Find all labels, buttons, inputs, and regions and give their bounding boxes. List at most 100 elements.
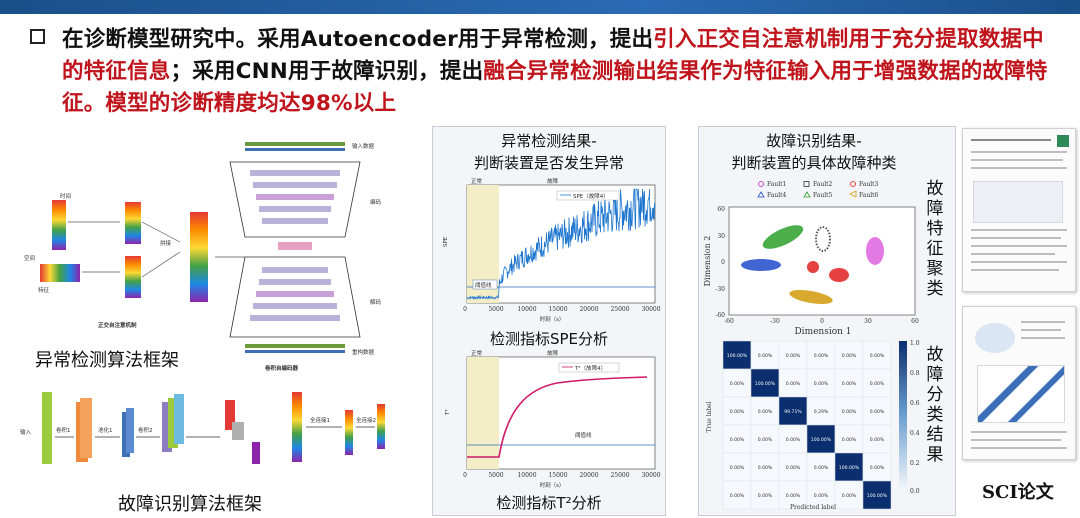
cm-cell-value: 0.00% (870, 437, 885, 443)
cm-cell-value: 0.00% (842, 381, 857, 387)
cm-cell (834, 396, 864, 426)
cm-cell (778, 368, 808, 398)
svg-text:15000: 15000 (548, 472, 567, 479)
svg-text:Fault6: Fault6 (859, 192, 879, 199)
svg-text:0.0: 0.0 (910, 488, 920, 495)
paper-thumbnail-1 (962, 128, 1076, 292)
cm-cell-diagonal (722, 340, 752, 370)
svg-text:T²（故障4）: T²（故障4） (574, 364, 606, 372)
svg-text:全连接2: 全连接2 (356, 416, 376, 424)
cm-cell-value: 100.00% (755, 381, 776, 387)
cm-cell-value: 0.29% (814, 409, 829, 415)
vertical-label-class: 故障分类结果 (926, 345, 944, 465)
svg-text:卷积1: 卷积1 (56, 426, 71, 434)
cm-cell-value: 99.71% (784, 409, 802, 415)
tsne-plot: Fault1 Fault2 Fault3 Fault4 Fault5 Fault… (703, 181, 919, 337)
svg-text:正常: 正常 (471, 177, 483, 185)
cm-cell-value: 0.00% (870, 381, 885, 387)
svg-text:正交自注意机制: 正交自注意机制 (98, 321, 137, 329)
svg-text:故障: 故障 (547, 349, 559, 357)
header-seg5: 模型的诊断精度均达98%以上 (105, 91, 397, 116)
cm-cell-value: 0.00% (786, 353, 801, 359)
cm-cell (834, 340, 864, 370)
cm-cell-value: 0.00% (870, 409, 885, 415)
cm-cell-value: 0.00% (814, 465, 829, 471)
cm-cell-diagonal (806, 424, 836, 454)
fault-result-panel: 故障识别结果- 判断装置的具体故障种类 Fault1 Fault2 Fault3… (698, 126, 956, 516)
svg-text:拼接: 拼接 (160, 239, 172, 247)
svg-text:时刻（s）: 时刻（s） (540, 315, 565, 323)
anomaly-title-2: 判断装置是否发生异常 (473, 154, 624, 172)
cm-cell-value: 100.00% (727, 353, 748, 359)
svg-text:池化1: 池化1 (98, 426, 113, 434)
svg-text:30000: 30000 (641, 472, 660, 479)
svg-text:Fault2: Fault2 (813, 181, 833, 188)
cm-cell (750, 340, 780, 370)
svg-text:0.2: 0.2 (910, 460, 920, 467)
svg-text:Fault5: Fault5 (813, 192, 833, 199)
bullet-square-icon (30, 29, 45, 44)
svg-text:全连接1: 全连接1 (310, 416, 330, 424)
svg-text:30000: 30000 (641, 306, 660, 313)
cm-cell-value: 0.00% (730, 409, 745, 415)
svg-text:Fault1: Fault1 (767, 181, 786, 188)
cm-cell-value: 0.00% (870, 353, 885, 359)
cm-cell (722, 424, 752, 454)
svg-text:重构数据: 重构数据 (352, 348, 375, 356)
svg-text:卷积2: 卷积2 (138, 426, 153, 434)
svg-text:时间: 时间 (60, 192, 71, 200)
svg-text:30: 30 (864, 318, 872, 325)
cm-cell (722, 368, 752, 398)
svg-text:卷积自编码器: 卷积自编码器 (264, 364, 299, 372)
cm-cell-value: 0.00% (814, 353, 829, 359)
tsne-legend: Fault1 Fault2 Fault3 Fault4 Fault5 Fault… (757, 181, 879, 199)
cm-cell-value: 0.00% (730, 493, 745, 499)
cm-cell-value: 0.00% (730, 381, 745, 387)
vertical-label-cluster: 故障特征聚类 (926, 179, 944, 299)
t2-caption: 检测指标T²分析 (496, 494, 602, 512)
input-tensor-block (52, 200, 66, 250)
svg-text:Dimension 1: Dimension 1 (794, 327, 851, 337)
svg-text:Predicted label: Predicted label (790, 504, 836, 511)
svg-text:-30: -30 (715, 286, 725, 293)
svg-text:阈值线: 阈值线 (575, 431, 592, 439)
anomaly-result-panel: 异常检测结果- 判断装置是否发生异常 正常 故障 阈值线 SPE（故障4） SP… (432, 126, 666, 516)
confusion-matrix: 100.00% 0.00% 0.00% 0.00% 0.00% 0.00% 0.00% 100… (706, 340, 920, 511)
t2-plot: 正常 故障 阈值线 T²（故障4） T² 0 5000 10000 15000 … (444, 349, 661, 489)
svg-text:25000: 25000 (610, 472, 629, 479)
cm-cell (778, 340, 808, 370)
cm-cell (806, 340, 836, 370)
cm-cell (750, 396, 780, 426)
cm-cell (806, 480, 836, 510)
cm-cell (722, 480, 752, 510)
cm-cell-value: 100.00% (867, 493, 888, 499)
svg-text:20000: 20000 (579, 472, 598, 479)
svg-text:Fault3: Fault3 (859, 181, 879, 188)
svg-text:解码: 解码 (370, 298, 382, 306)
svg-text:0: 0 (820, 318, 824, 325)
cm-cell-value: 0.00% (758, 437, 773, 443)
cm-cell-value: 0.00% (814, 493, 829, 499)
svg-text:故障: 故障 (547, 177, 559, 185)
svg-text:T²: T² (444, 409, 451, 416)
cm-cell-diagonal (862, 480, 892, 510)
header-seg1: 在诊断模型研究中。采用Autoencoder用于异常检测，提出 (62, 27, 654, 52)
cm-cell-value: 0.00% (730, 465, 745, 471)
header-seg4: 融合异常检测输出结果作为特征输入用于增强数据的故障特征。 (62, 59, 1048, 116)
svg-text:60: 60 (717, 206, 725, 213)
svg-text:0.4: 0.4 (910, 430, 920, 437)
svg-text:True label: True label (706, 401, 713, 432)
anomaly-framework-diagram: 时间 空间 特征 拼接 正交自注意机制 输入数据 编码 解码 重构数据 卷积自编… (24, 142, 382, 372)
spe-caption: 检测指标SPE分析 (489, 330, 609, 348)
cm-cell-value: 0.00% (870, 465, 885, 471)
cm-cell-value: 0.00% (730, 437, 745, 443)
spe-plot: 正常 故障 阈值线 SPE（故障4） SPE 0 5000 10000 1500… (443, 177, 661, 323)
fault-cnn-diagram: 输入 卷积1 池化1 卷积2 全连接1 全连接2 (20, 392, 385, 464)
top-bar (0, 0, 1080, 14)
svg-text:时刻（s）: 时刻（s） (540, 481, 565, 489)
svg-text:输入: 输入 (20, 428, 32, 436)
cm-cell (778, 452, 808, 482)
svg-text:0: 0 (721, 259, 725, 266)
anomaly-title-1: 异常检测结果- (501, 132, 597, 150)
cm-cell-value: 0.00% (758, 353, 773, 359)
